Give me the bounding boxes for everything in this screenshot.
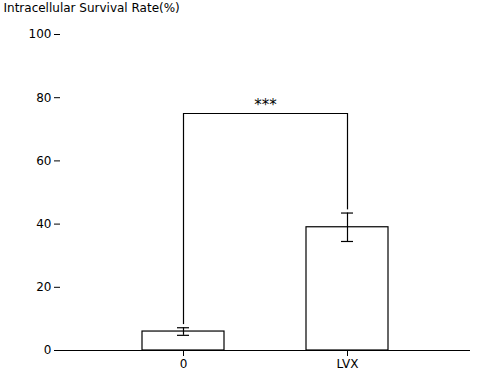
svg-text:40: 40 <box>36 217 51 231</box>
svg-text:Intracellular Survival Rate(%): Intracellular Survival Rate(%) <box>4 1 180 15</box>
svg-text:LVX: LVX <box>337 357 359 371</box>
svg-text:100: 100 <box>29 27 52 41</box>
svg-text:0: 0 <box>44 343 52 357</box>
svg-text:80: 80 <box>36 91 51 105</box>
svg-text:60: 60 <box>36 154 51 168</box>
svg-text:20: 20 <box>36 280 51 294</box>
svg-text:***: *** <box>254 96 277 114</box>
svg-text:0: 0 <box>180 357 188 371</box>
